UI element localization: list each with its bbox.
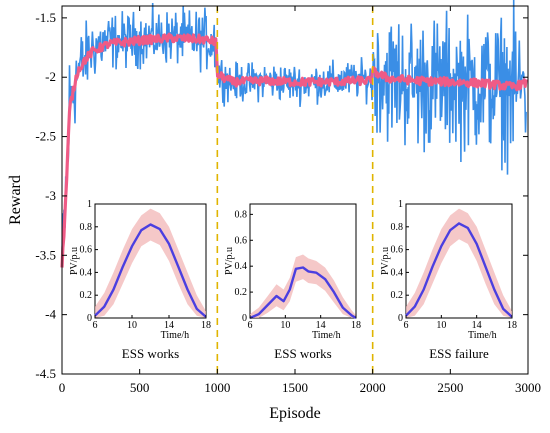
y-tick-label: -2 <box>45 69 56 84</box>
inset-x-label: Time/h <box>161 330 190 341</box>
inset-y-tick-label: 0.4 <box>80 267 93 278</box>
inset-curve <box>249 266 357 320</box>
y-tick-label: -4.5 <box>35 366 56 381</box>
inset-curve <box>405 222 513 318</box>
inset-y-tick-label: 0.4 <box>235 261 248 272</box>
inset-x-tick-label: 10 <box>280 320 290 331</box>
inset-y-tick-label: 0.8 <box>235 209 248 220</box>
pv-inset-2: 6 10 14 18 0 0.2 0.4 0.6 0.8 Time/h PV/p.u ESS work… <box>224 203 361 361</box>
plot-frame <box>61 5 529 375</box>
inset-y-tick-label: 0.2 <box>391 290 404 301</box>
x-tick-label: 2500 <box>437 380 463 395</box>
phase-dividers <box>216 6 374 374</box>
inset-band <box>406 208 512 318</box>
inset-y-tick-label: 0 <box>87 313 92 324</box>
pv-inset-3: 6 10 14 18 0 0.2 0.4 0.6 0.8 1 Time/h PV/p.u ESS fai… <box>380 199 517 361</box>
y-axis-label: Reward <box>7 175 24 225</box>
inset-x-tick-label: 14 <box>316 320 326 331</box>
inset-x-tick-label: 14 <box>164 320 174 331</box>
inset-x-tick-label: 18 <box>507 320 517 331</box>
inset-x-tick-label: 18 <box>351 320 361 331</box>
main-axes: 0 500 1000 1500 2000 2500 3000-1.5-2-2.5-3-3.5… <box>35 6 541 395</box>
inset-y-label: PV/p.u <box>69 247 80 275</box>
inset-caption: ESS works <box>274 346 331 361</box>
inset-y-label: PV/p.u <box>224 247 235 275</box>
inset-x-label: Time/h <box>312 330 341 341</box>
inset-x-tick-label: 14 <box>472 320 482 331</box>
inset-curve <box>94 223 207 318</box>
y-tick-label: -4 <box>45 307 56 322</box>
inset-y-tick-label: 1 <box>398 199 403 210</box>
inset-y-tick-label: 0.6 <box>391 245 404 256</box>
inset-x-tick-label: 10 <box>436 320 446 331</box>
x-axis-label: Episode <box>269 405 321 422</box>
inset-y-tick-label: 1 <box>87 199 92 210</box>
inset-y-tick-label: 0.8 <box>391 222 404 233</box>
x-tick-label: 500 <box>130 380 150 395</box>
inset-y-tick-label: 0 <box>398 313 403 324</box>
inset-x-label: Time/h <box>468 330 497 341</box>
inset-y-label: PV/p.u <box>380 247 391 275</box>
inset-x-tick-label: 10 <box>127 320 137 331</box>
inset-y-tick-label: 0 <box>242 313 247 324</box>
inset-frame <box>405 203 513 319</box>
smoothed-reward-series <box>60 32 528 268</box>
inset-frame <box>249 203 357 319</box>
x-tick-label: 2000 <box>360 380 386 395</box>
inset-x-tick-label: 18 <box>201 320 211 331</box>
y-tick-label: -2.5 <box>35 129 56 144</box>
inset-y-tick-label: 0.4 <box>391 267 404 278</box>
x-tick-label: 3000 <box>515 380 541 395</box>
inset-x-tick-label: 6 <box>248 320 253 331</box>
x-tick-label: 0 <box>59 380 66 395</box>
inset-frame <box>94 203 207 319</box>
y-tick-label: -3 <box>45 188 56 203</box>
inset-caption: ESS failure <box>429 346 489 361</box>
x-tick-label: 1000 <box>204 380 230 395</box>
smoothed-reward-line <box>60 32 528 268</box>
inset-y-tick-label: 0.8 <box>80 222 93 233</box>
pv-inset-1: 6 10 14 18 0 0.2 0.4 0.6 0.8 1 Time/h PV/p.u ESS wor… <box>69 199 211 361</box>
y-tick-label: -3.5 <box>35 247 56 262</box>
y-tick-label: -1.5 <box>35 10 56 25</box>
inset-y-tick-label: 0.6 <box>235 235 248 246</box>
inset-y-tick-label: 0.6 <box>80 245 93 256</box>
inset-x-tick-label: 6 <box>93 320 98 331</box>
inset-y-tick-label: 0.2 <box>80 290 93 301</box>
inset-caption: ESS works <box>122 346 179 361</box>
x-tick-label: 1500 <box>282 380 308 395</box>
inset-x-tick-label: 6 <box>404 320 409 331</box>
inset-y-tick-label: 0.2 <box>235 287 248 298</box>
inset-band <box>250 254 356 318</box>
